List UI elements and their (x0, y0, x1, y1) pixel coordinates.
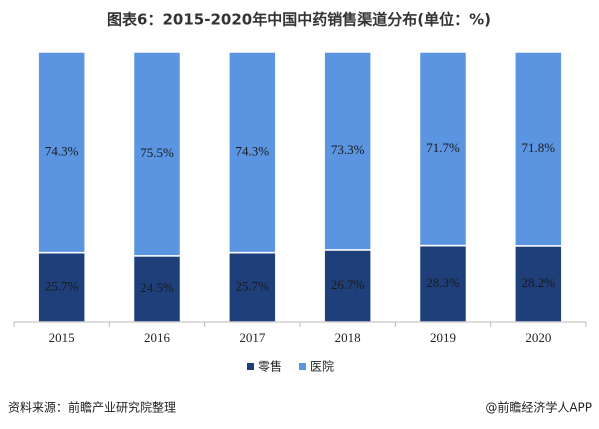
credit: @前瞻经济学人APP (485, 400, 592, 415)
bar-segment (514, 245, 563, 323)
value-label: 28.2% (522, 275, 556, 290)
legend-swatch (247, 363, 254, 370)
x-tick-label: 2020 (525, 330, 551, 345)
legend-swatch (299, 363, 306, 370)
value-label: 75.5% (140, 145, 174, 160)
bar-segment (418, 51, 468, 247)
value-label: 25.7% (45, 278, 79, 293)
bar-segment (132, 51, 182, 257)
chart-title: 图表6：2015-2020年中国中药销售渠道分布(单位：%) (107, 11, 491, 29)
value-label: 71.8% (522, 140, 556, 155)
x-tick-label: 2017 (239, 330, 266, 345)
bar-segment (37, 251, 86, 323)
bar-segment (514, 51, 563, 247)
x-tick-label: 2016 (144, 330, 171, 345)
source-note: 资料来源：前瞻产业研究院整理 (8, 400, 176, 415)
bar-segment (228, 51, 277, 254)
legend-label: 零售 (258, 359, 282, 374)
x-tick-label: 2015 (49, 330, 75, 345)
value-label: 25.7% (236, 278, 270, 293)
bar-segment (323, 51, 372, 251)
legend-label: 医院 (310, 360, 334, 374)
x-tick-label: 2018 (335, 330, 361, 345)
value-label: 73.3% (331, 142, 365, 157)
bar-segment (37, 51, 86, 254)
value-label: 74.3% (45, 143, 79, 158)
value-label: 28.3% (426, 275, 460, 290)
value-label: 24.5% (140, 280, 174, 295)
value-label: 74.3% (236, 143, 270, 158)
value-label: 26.7% (331, 277, 365, 292)
x-tick-label: 2019 (430, 330, 456, 345)
value-label: 71.7% (426, 140, 460, 155)
